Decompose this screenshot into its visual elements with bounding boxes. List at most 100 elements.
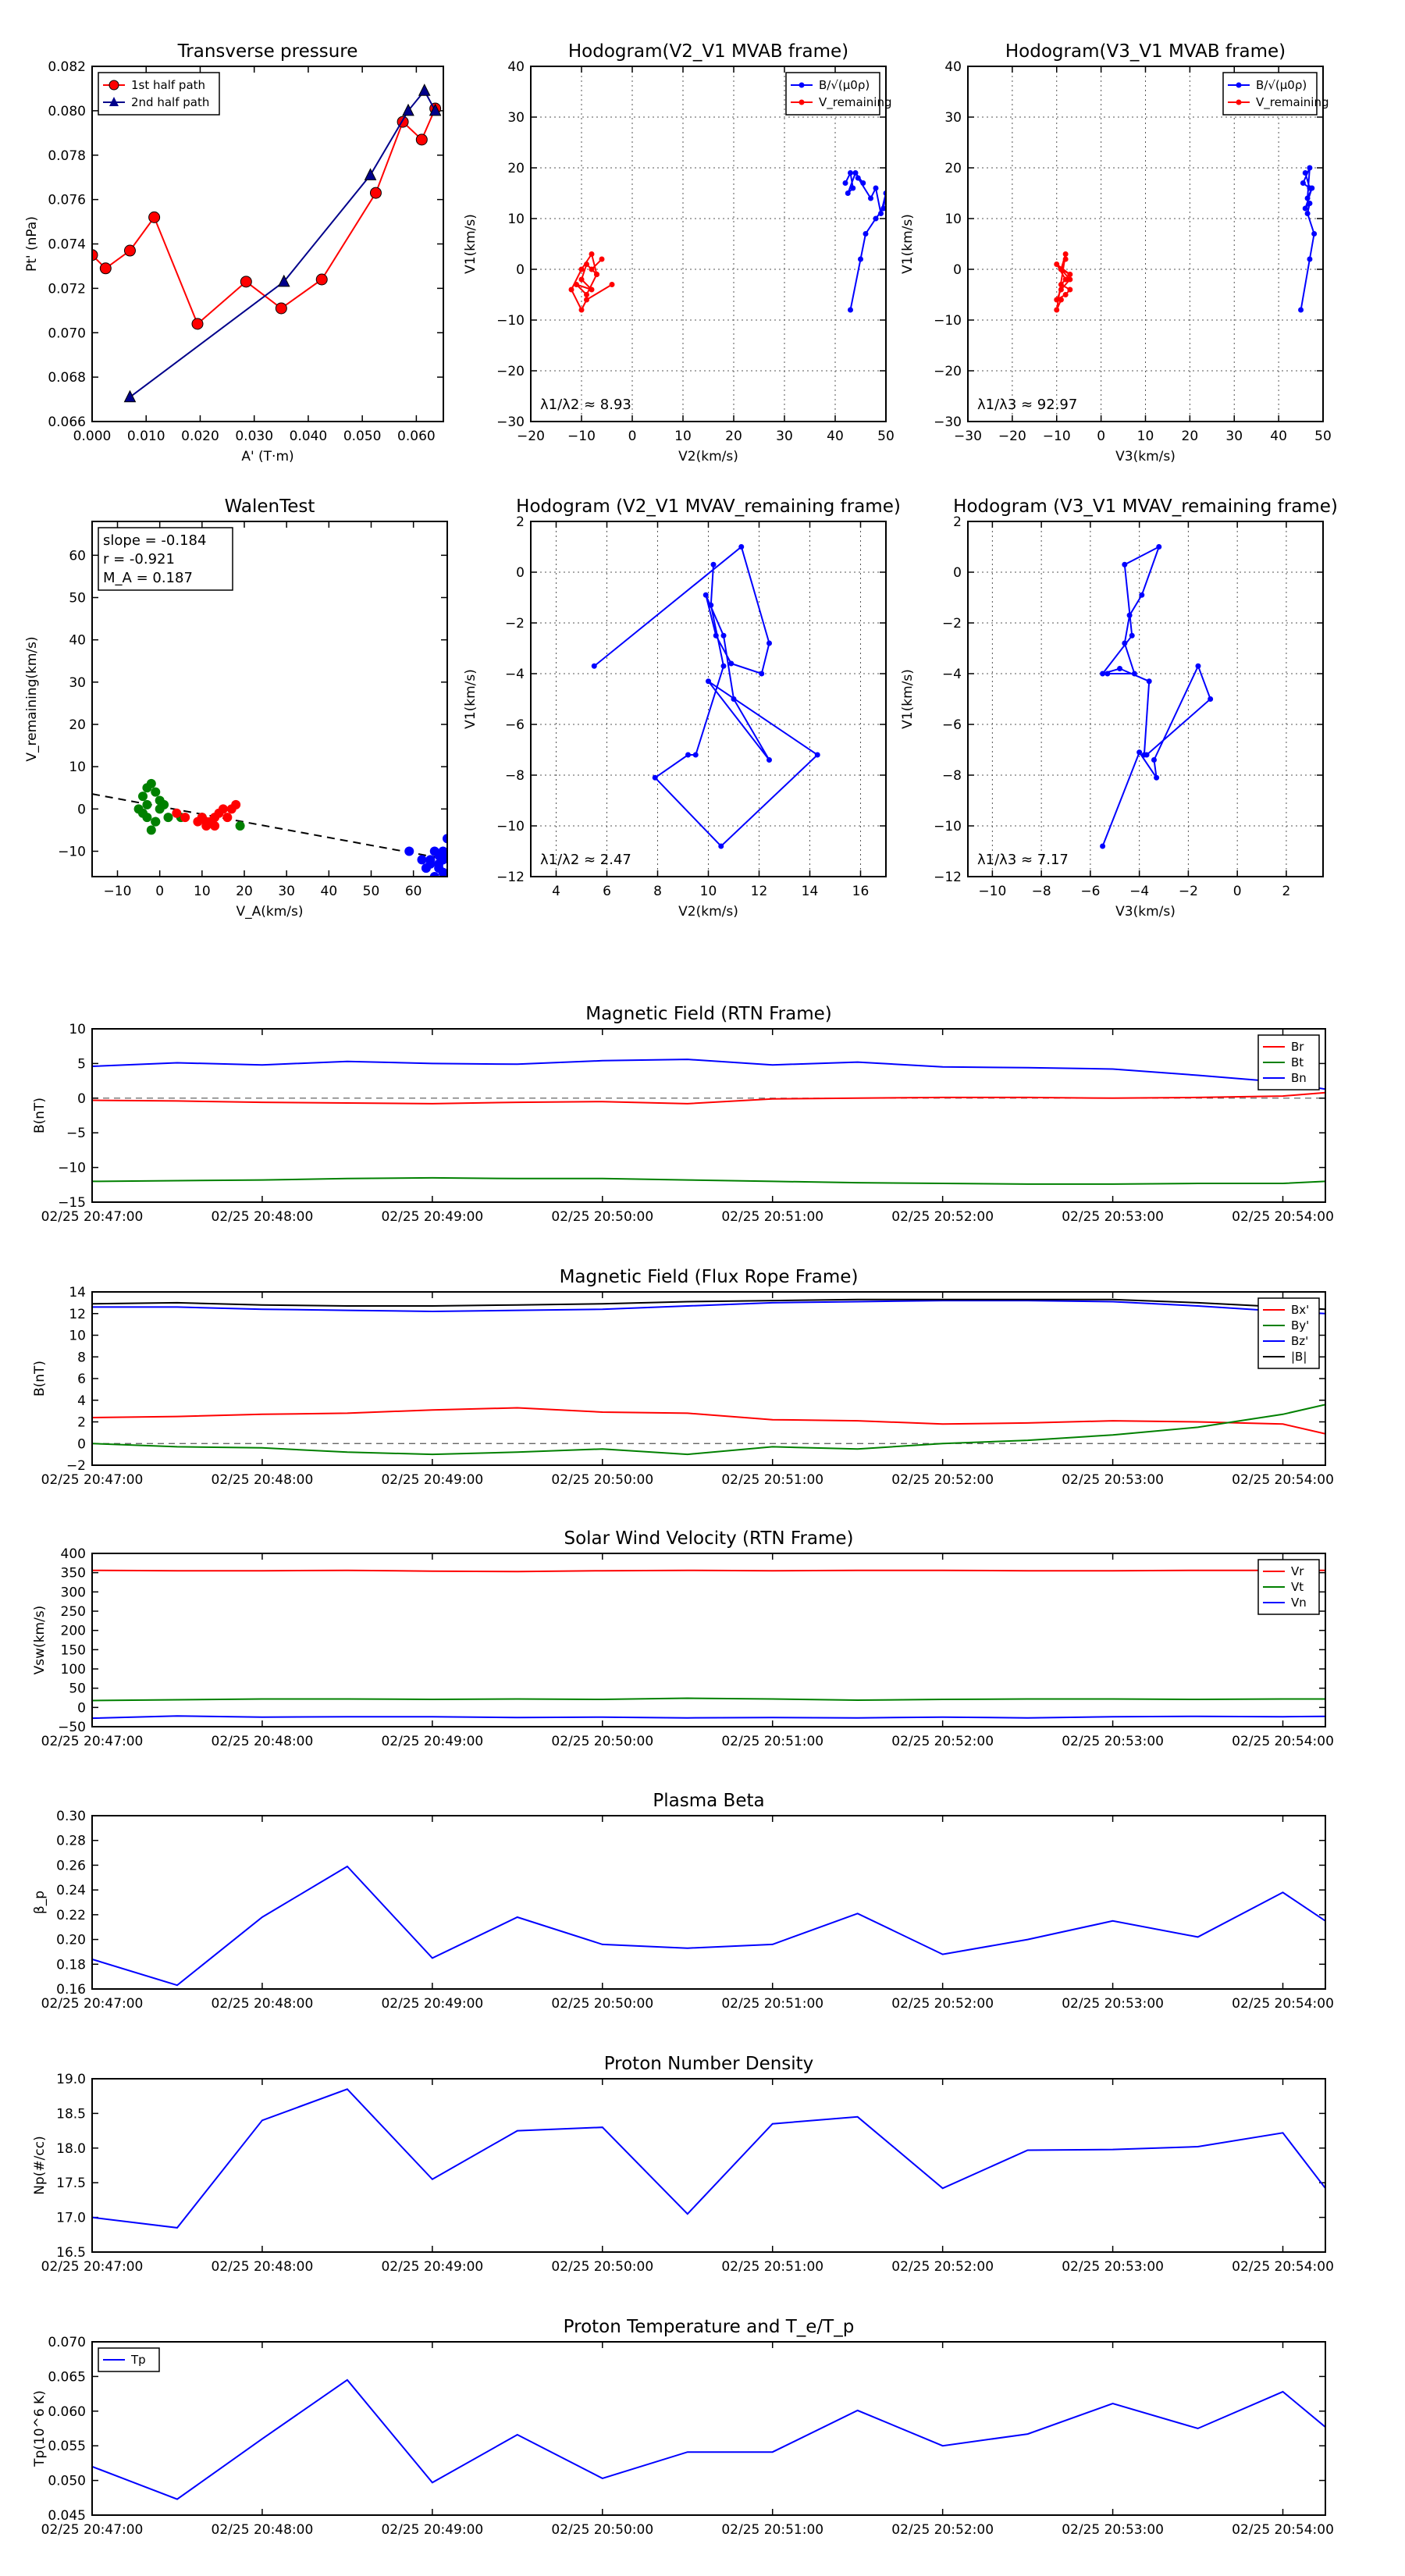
data-point [1307, 256, 1313, 262]
x-tick-label: 0.000 [73, 429, 112, 444]
x-tick-label: 10 [674, 429, 692, 444]
legend-label: Bz' [1291, 1334, 1308, 1348]
y-tick-label: −15 [58, 1195, 86, 1211]
y-tick-label: 0.074 [48, 237, 86, 253]
x-tick-label: −10 [978, 884, 1006, 899]
y-axis-label: B(nT) [32, 1361, 48, 1397]
y-tick-label: 0.24 [56, 1883, 86, 1898]
data-point [1129, 632, 1135, 639]
data-point [415, 133, 428, 146]
y-tick-label: −30 [496, 415, 525, 430]
y-tick-label: −5 [66, 1126, 86, 1141]
y-tick-label: −10 [934, 819, 962, 834]
y-tick-label: −10 [934, 313, 962, 329]
x-tick-label: −30 [954, 429, 982, 444]
plot-area [92, 1569, 1325, 1720]
y-tick-label: 20 [944, 161, 962, 176]
y-tick-label: 0 [516, 565, 525, 581]
x-tick-label: 02/25 20:50:00 [551, 1472, 653, 1488]
data-point [191, 318, 204, 330]
data-point [1309, 185, 1315, 191]
y-tick-label: −8 [505, 768, 525, 784]
y-tick-label: 400 [61, 1546, 86, 1562]
x-tick-label: 14 [802, 884, 819, 899]
y-tick-label: 60 [69, 548, 86, 564]
y-tick-label: 5 [77, 1056, 86, 1072]
x-tick-label: 8 [653, 884, 662, 899]
data-point [1058, 282, 1064, 287]
y-tick-label: −10 [58, 1161, 86, 1176]
data-point [1100, 843, 1106, 849]
series-bx-line [92, 1407, 1325, 1435]
x-tick-label: 10 [194, 884, 211, 899]
chart-title: Solar Wind Velocity (RTN Frame) [564, 1528, 853, 1549]
data-point [706, 678, 711, 685]
chart-title: Magnetic Field (RTN Frame) [585, 1004, 832, 1024]
eigenvalue-ratio-annotation: λ1/λ3 ≈ 7.17 [977, 852, 1069, 868]
chart-hodogram-v2v1-mvab: −20 −10 0 10 20 30 40 50−30−20−10010203040Hodog… [463, 41, 895, 464]
y-axis-label: Np(#/cc) [32, 2136, 48, 2194]
y-tick-label: 14 [69, 1285, 86, 1300]
data-point [1058, 297, 1064, 303]
x-tick-label: 02/25 20:54:00 [1232, 1472, 1334, 1488]
x-axis-label: V3(km/s) [1115, 904, 1176, 920]
x-tick-label: 50 [877, 429, 895, 444]
chart-proton-number-density: 02/25 20:47:00 02/25 20:48:00 02/25 20:49:… [32, 2054, 1334, 2275]
data-point [151, 817, 161, 827]
chart-magnetic-field-flux-rope: 02/25 20:47:00 02/25 20:48:00 02/25 20:49:… [32, 1267, 1334, 1488]
legend-label: Vr [1291, 1564, 1304, 1578]
data-point [589, 251, 595, 257]
data-point [868, 195, 873, 201]
data-point [599, 256, 605, 262]
data-point [159, 799, 169, 809]
y-tick-label: −6 [505, 717, 525, 733]
x-tick-label: 30 [1225, 429, 1243, 444]
series-1st-half-path-line [92, 108, 436, 326]
y-tick-label: 0 [516, 262, 525, 278]
x-tick-label: 02/25 20:50:00 [551, 1734, 653, 1749]
data-point [852, 170, 859, 176]
chart-title: Hodogram (V2_V1 MVAV_remaining frame) [516, 496, 901, 517]
data-point [1307, 201, 1313, 206]
plot-frame [91, 1291, 1326, 1466]
data-point [231, 799, 241, 809]
x-tick-label: 02/25 20:47:00 [41, 1209, 144, 1225]
chart-walen-test: −10 0 10 20 30 40 50 60 −10 0 10 20 30 40 50 60 WalenTes… [24, 496, 448, 920]
data-point [315, 273, 328, 286]
data-point [860, 180, 866, 186]
series-trace-line [1100, 545, 1211, 847]
y-tick-label: 0.080 [48, 104, 86, 119]
plot-frame [530, 66, 887, 422]
data-point [1298, 307, 1304, 313]
x-tick-label: 0 [1097, 429, 1105, 444]
data-point [767, 640, 772, 646]
data-point [218, 804, 228, 814]
series-bt-line [92, 1176, 1325, 1185]
x-tick-label: 02/25 20:53:00 [1062, 1209, 1164, 1225]
plot-area [1054, 165, 1318, 313]
y-axis-label: V1(km/s) [463, 669, 478, 729]
chart-title: Magnetic Field (Flux Rope Frame) [560, 1267, 859, 1287]
legend: B/√(μ0ρ) V_remaining [785, 72, 892, 116]
chart-plasma-beta: 02/25 20:47:00 02/25 20:48:00 02/25 20:49:… [32, 1791, 1334, 2012]
series-tp-line [92, 2379, 1325, 2500]
legend-label: Bt [1291, 1055, 1304, 1069]
data-point [1062, 251, 1069, 257]
data-point [1151, 757, 1157, 763]
x-tick-label: 02/25 20:48:00 [212, 2259, 314, 2275]
legend-marker [799, 99, 805, 105]
data-point [1067, 276, 1073, 283]
x-tick-label: 2 [1282, 884, 1291, 899]
data-point [848, 307, 853, 313]
y-tick-label: 6 [77, 1372, 86, 1387]
x-tick-label: 0.050 [343, 429, 382, 444]
data-point [578, 276, 585, 283]
data-point [210, 821, 220, 831]
y-tick-label: 0.055 [48, 2439, 86, 2454]
y-tick-label: 10 [944, 212, 962, 227]
data-point [584, 297, 589, 303]
x-tick-label: 16 [852, 884, 870, 899]
legend: Bx'By' Bz' |B| [1257, 1297, 1320, 1369]
y-axis-label: β_p [32, 1891, 48, 1914]
